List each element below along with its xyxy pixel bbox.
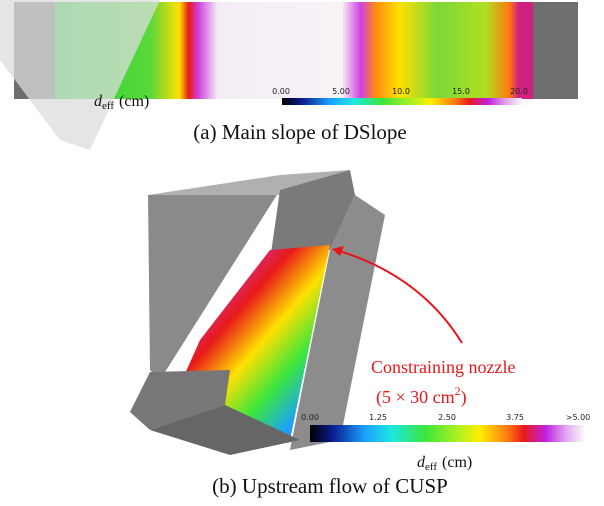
unit: (cm)	[442, 454, 472, 471]
panel-b: Constraining nozzle (5 × 30 cm2) 0.00 1.…	[130, 170, 590, 498]
panel-a: 0.00 5.00 10.0 15.0 20.0 deff(cm) (a) Ma…	[0, 0, 578, 150]
colorbar-tick: 20.0	[510, 87, 528, 96]
colorbar-tick: 0.00	[272, 87, 290, 96]
colorbar	[310, 425, 584, 442]
colorbar-tick: 1.25	[369, 413, 387, 422]
colorbar-tick: 0.00	[301, 413, 319, 422]
colorbar-label: deff(cm)	[417, 454, 472, 473]
colorbar-tick: 15.0	[452, 87, 470, 96]
colorbar	[282, 98, 522, 105]
colorbar-tick: 5.00	[332, 87, 350, 96]
annotation-text: )	[461, 387, 467, 408]
unit: (cm)	[119, 93, 149, 110]
colorbar-tick: 2.50	[438, 413, 456, 422]
annotation: (5 × 30 cm2)	[376, 384, 467, 408]
subscript: eff	[425, 461, 437, 473]
figure: 0.00 5.00 10.0 15.0 20.0 deff(cm) (a) Ma…	[0, 0, 604, 506]
caption: (b) Upstream flow of CUSP	[212, 474, 448, 498]
annotation-text: (5 × 30 cm	[376, 387, 455, 408]
colorbar-tick: 3.75	[506, 413, 524, 422]
subscript: eff	[102, 100, 114, 112]
annotation: Constraining nozzle	[371, 357, 515, 377]
wall	[533, 2, 578, 99]
colorbar-tick: >5.00	[566, 413, 591, 422]
colorbar-tick: 10.0	[392, 87, 410, 96]
caption: (a) Main slope of DSlope	[193, 120, 406, 144]
